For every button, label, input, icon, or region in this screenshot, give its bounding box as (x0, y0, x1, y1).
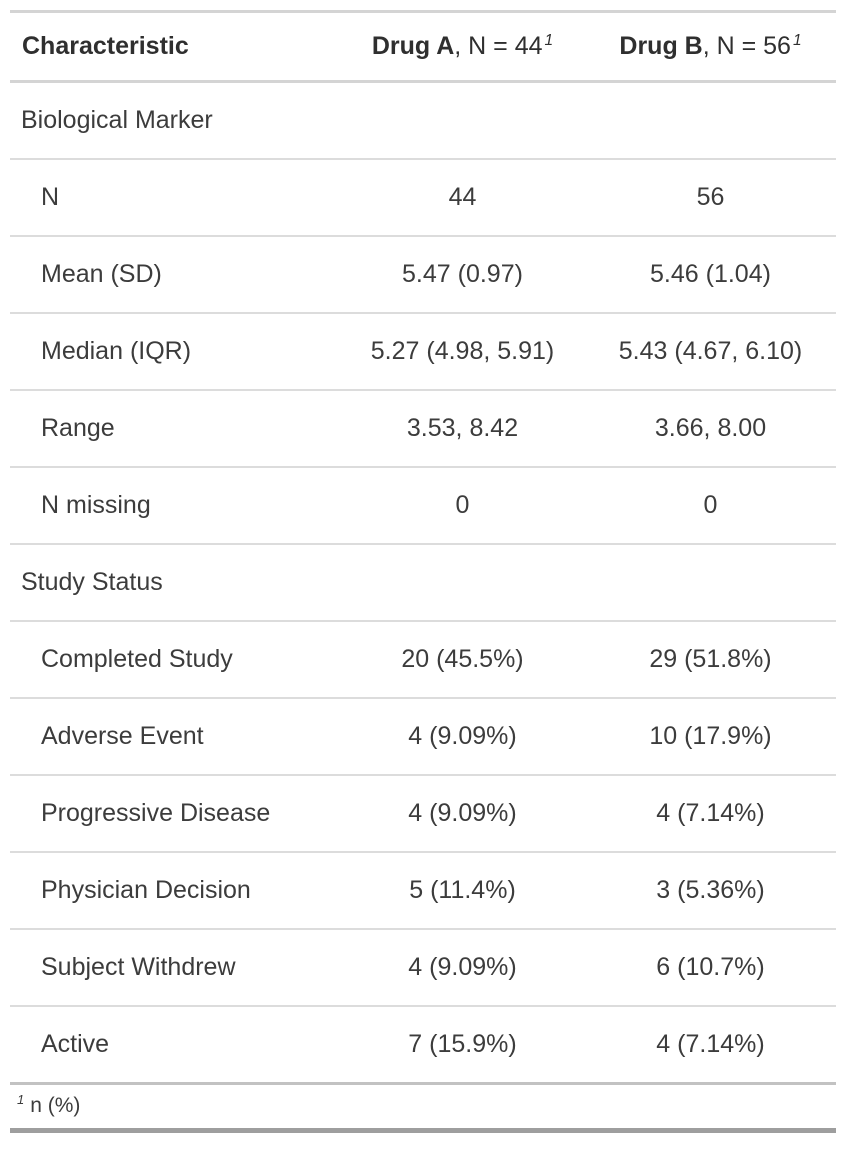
table-row-group: Biological Marker (10, 81, 836, 160)
table-row: Completed Study 20 (45.5%) 29 (51.8%) (10, 621, 836, 699)
footnote: 1 n (%) (10, 1083, 836, 1133)
drug-b-name: Drug B (619, 32, 703, 60)
footnote-row: 1 n (%) (10, 1083, 836, 1133)
cell-drug-b: 3 (5.36%) (585, 852, 836, 930)
drug-a-name: Drug A (371, 32, 455, 60)
table-row: Median (IQR) 5.27 (4.98, 5.91) 5.43 (4.6… (10, 313, 836, 391)
row-label: Median (IQR) (10, 313, 340, 391)
cell-drug-b: 0 (585, 467, 836, 545)
cell-drug-b: 3.66, 8.00 (585, 390, 836, 468)
row-label: Physician Decision (10, 852, 340, 930)
row-label: Biological Marker (10, 81, 340, 160)
cell-drug-a: 3.53, 8.42 (340, 390, 585, 468)
cell-drug-a: 5.27 (4.98, 5.91) (340, 313, 585, 391)
table-row: N missing 0 0 (10, 467, 836, 545)
footnote-mark-icon: 1 (792, 31, 802, 49)
column-header-drug-b: Drug B, N = 56 1 (585, 11, 836, 83)
cell-drug-b: 29 (51.8%) (585, 621, 836, 699)
column-header-drug-a: Drug A, N = 44 1 (340, 11, 585, 83)
table-row: Subject Withdrew 4 (9.09%) 6 (10.7%) (10, 929, 836, 1007)
table-row: N 44 56 (10, 159, 836, 237)
cell-drug-b: 10 (17.9%) (585, 698, 836, 776)
cell-drug-a: 0 (340, 467, 585, 545)
column-header-characteristic: Characteristic (10, 11, 340, 83)
row-label: Adverse Event (10, 698, 340, 776)
header-row: Characteristic Drug A, N = 44 1 Drug B, N… (10, 11, 836, 83)
cell-drug-a: 4 (9.09%) (340, 698, 585, 776)
cell-drug-b (585, 544, 836, 622)
cell-drug-b: 5.43 (4.67, 6.10) (585, 313, 836, 391)
footnote-text: n (%) (30, 1094, 81, 1117)
row-label: Mean (SD) (10, 236, 340, 314)
cell-drug-b: 6 (10.7%) (585, 929, 836, 1007)
cell-drug-a (340, 81, 585, 160)
cell-drug-b: 56 (585, 159, 836, 237)
summary-table: Characteristic Drug A, N = 44 1 Drug B, N… (10, 10, 836, 1133)
cell-drug-a: 44 (340, 159, 585, 237)
table-row: Mean (SD) 5.47 (0.97) 5.46 (1.04) (10, 236, 836, 314)
cell-drug-a: 4 (9.09%) (340, 929, 585, 1007)
drug-b-n: , N = 56 (702, 32, 791, 60)
footnote-mark-icon: 1 (544, 31, 554, 49)
cell-drug-b: 4 (7.14%) (585, 775, 836, 853)
row-label: Progressive Disease (10, 775, 340, 853)
table-row: Adverse Event 4 (9.09%) 10 (17.9%) (10, 698, 836, 776)
row-label: Study Status (10, 544, 340, 622)
row-label: Range (10, 390, 340, 468)
table-row: Range 3.53, 8.42 3.66, 8.00 (10, 390, 836, 468)
table-row: Physician Decision 5 (11.4%) 3 (5.36%) (10, 852, 836, 930)
table-row-group: Study Status (10, 544, 836, 622)
cell-drug-a (340, 544, 585, 622)
cell-drug-b: 5.46 (1.04) (585, 236, 836, 314)
footnote-mark-icon: 1 (17, 1092, 25, 1107)
cell-drug-a: 5.47 (0.97) (340, 236, 585, 314)
row-label: N (10, 159, 340, 237)
cell-drug-a: 7 (15.9%) (340, 1006, 585, 1085)
cell-drug-a: 20 (45.5%) (340, 621, 585, 699)
table-body: Biological Marker N 44 56 Mean (SD) 5.47… (10, 81, 836, 1085)
table-row: Progressive Disease 4 (9.09%) 4 (7.14%) (10, 775, 836, 853)
table-header: Characteristic Drug A, N = 44 1 Drug B, N… (10, 11, 836, 83)
row-label: Completed Study (10, 621, 340, 699)
cell-drug-b: 4 (7.14%) (585, 1006, 836, 1085)
row-label: Subject Withdrew (10, 929, 340, 1007)
table-row: Active 7 (15.9%) 4 (7.14%) (10, 1006, 836, 1085)
drug-a-n: , N = 44 (454, 32, 543, 60)
row-label: Active (10, 1006, 340, 1085)
table-footer: 1 n (%) (10, 1083, 836, 1133)
row-label: N missing (10, 467, 340, 545)
cell-drug-b (585, 81, 836, 160)
cell-drug-a: 4 (9.09%) (340, 775, 585, 853)
cell-drug-a: 5 (11.4%) (340, 852, 585, 930)
